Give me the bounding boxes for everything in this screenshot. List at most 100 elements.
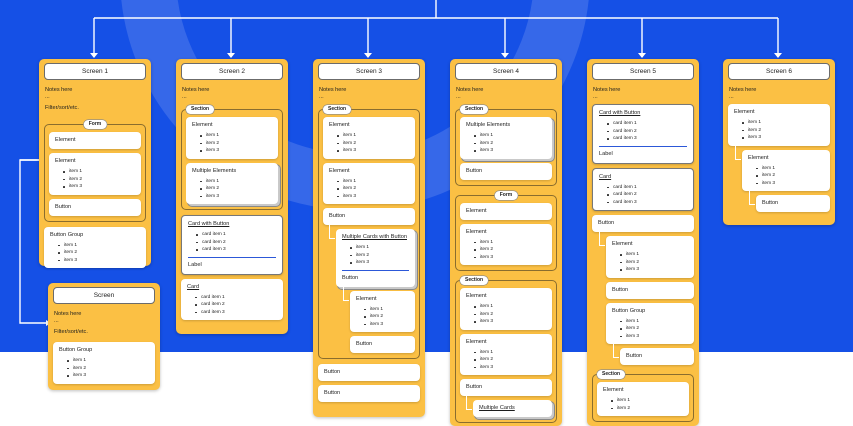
button-card[interactable]: Button — [460, 379, 552, 396]
filter-text: Filter/sort/etc. — [45, 105, 79, 111]
list-item: item 2 — [350, 252, 409, 260]
button-label[interactable]: Button — [342, 274, 359, 281]
button-card[interactable]: Button — [606, 281, 694, 299]
card-title[interactable]: Multiple Cards — [479, 405, 515, 411]
card-title: Element — [466, 338, 487, 345]
list-item: item 3 — [620, 333, 688, 341]
item-list: card item 1 card item 2 card item 3 — [599, 184, 687, 207]
section-group: Section Multiple Elements item 1 item 2 … — [455, 105, 557, 186]
list-item: item 2 — [611, 405, 683, 413]
list-item: item 2 — [200, 185, 272, 193]
form-label: Form — [83, 120, 107, 129]
arrowhead — [227, 53, 235, 58]
list-item: item 3 — [742, 134, 824, 142]
list-item: item 2 — [58, 249, 140, 257]
item-list: card item 1 card item 2 card item 3 — [188, 231, 276, 254]
card-title: Element — [748, 154, 769, 161]
element-card: Element item 1 item 2 item 3 — [323, 117, 415, 159]
item-list: item 1 item 2 item 3 — [356, 306, 409, 329]
multiple-elements-card: Multiple Elements item 1 item 2 item 3 — [186, 162, 278, 204]
button-card[interactable]: Button — [613, 342, 694, 365]
button-card[interactable]: Button — [460, 162, 552, 180]
button-card[interactable]: Button — [350, 336, 415, 353]
card-title[interactable]: Card with Button — [599, 110, 641, 116]
button-card[interactable]: Button — [318, 385, 420, 402]
item-list: card item 1 card item 2 card item 3 — [599, 120, 687, 143]
item-list: item 1 item 2 item 3 — [192, 178, 272, 201]
screen-title: Screen 2 — [181, 63, 283, 80]
item-list: item 1 item 2 item 3 — [59, 357, 149, 380]
card-title: Button Group — [612, 307, 646, 314]
button-label: Button — [55, 203, 72, 210]
list-item: item 3 — [337, 147, 409, 155]
button-group-card: Button Group item 1 item 2 item 3 — [606, 302, 694, 344]
list-item: item 2 — [337, 140, 409, 148]
card-title: Button Group — [50, 231, 84, 238]
screen-5: Screen 5 Notes here ... Card with Button… — [587, 59, 699, 426]
list-item: item 1 — [364, 306, 409, 314]
element-card: Element item 1 item 2 item 3 — [323, 162, 415, 204]
button-card[interactable]: Button — [323, 208, 415, 225]
item-list: item 1 item 2 item 3 — [734, 119, 824, 142]
element-card: Element item 1 item 2 item 3 — [49, 153, 141, 195]
card-title[interactable]: Card — [599, 173, 612, 180]
arrowhead — [364, 53, 372, 58]
button-card[interactable]: Button — [318, 364, 420, 381]
divider — [188, 256, 276, 258]
screen-title: Screen 6 — [728, 63, 830, 80]
card-title: Button Group — [59, 347, 93, 353]
card-title: Element — [612, 241, 633, 247]
card-title: Element — [466, 228, 487, 235]
list-item: item 3 — [200, 147, 272, 155]
notes-text: Notes here — [593, 87, 621, 93]
element-card: Element item 1 item 2 item 3 — [599, 230, 694, 278]
button-label: Button — [612, 286, 629, 293]
list-item: item 1 — [474, 132, 546, 140]
form-group: Form Element Element item 1 item 2 item … — [455, 190, 557, 271]
notes-ellipsis: ... — [182, 94, 187, 100]
element-card: Element item 1 item 2 item 3 — [460, 333, 552, 375]
list-item: card item 3 — [195, 309, 277, 317]
button-card[interactable]: Button — [749, 189, 830, 212]
form-group: Form Element Element item 1 item 2 item … — [44, 120, 146, 222]
item-list: item 1 item 2 item 3 — [612, 318, 688, 341]
item-list: item 1 item 2 — [603, 397, 683, 412]
list-item: item 1 — [350, 244, 409, 252]
card-title: Element — [329, 167, 350, 174]
section-group: Section Element item 1 item 2 item 3 Ele… — [318, 105, 420, 359]
button-label: Button — [329, 213, 346, 219]
card-title[interactable]: Multiple Cards with Button — [342, 234, 407, 240]
list-item: item 2 — [620, 325, 688, 333]
card-title[interactable]: Card with Button — [188, 221, 230, 227]
filter-text: Filter/sort/etc. — [54, 329, 88, 335]
list-item: item 2 — [474, 311, 546, 319]
list-item: item 2 — [474, 246, 546, 254]
card-label: Label — [188, 261, 202, 268]
notes-text: Notes here — [54, 311, 82, 317]
list-item: item 3 — [474, 254, 546, 262]
card-title: Multiple Elements — [466, 122, 511, 128]
button-label: Button — [324, 390, 341, 396]
button-card[interactable]: Button — [592, 215, 694, 232]
card-title: Element — [466, 207, 487, 214]
list-item: item 3 — [364, 321, 409, 329]
section-group: Section Element item 1 item 2 item 3 Mul… — [181, 105, 283, 210]
list-item: item 2 — [742, 127, 824, 135]
notes-text: Notes here — [45, 87, 73, 93]
button-card[interactable]: Button — [49, 198, 141, 216]
notes-ellipsis: ... — [45, 94, 50, 100]
list-item: item 3 — [58, 257, 140, 265]
form-label: Form — [494, 190, 518, 200]
screen-title: Screen 4 — [455, 63, 557, 80]
notes-text: Notes here — [729, 87, 757, 93]
list-item: item 1 — [337, 178, 409, 186]
button-label: Button — [466, 384, 483, 390]
button-label: Button — [466, 167, 483, 174]
card-title[interactable]: Card — [187, 283, 200, 290]
screen-title: Screen 1 — [44, 63, 146, 80]
list-item: item 3 — [756, 180, 824, 188]
item-list: item 1 item 2 item 3 — [466, 303, 546, 326]
list-item: item 3 — [350, 259, 409, 267]
item-list: item 1 item 2 item 3 — [50, 242, 140, 265]
